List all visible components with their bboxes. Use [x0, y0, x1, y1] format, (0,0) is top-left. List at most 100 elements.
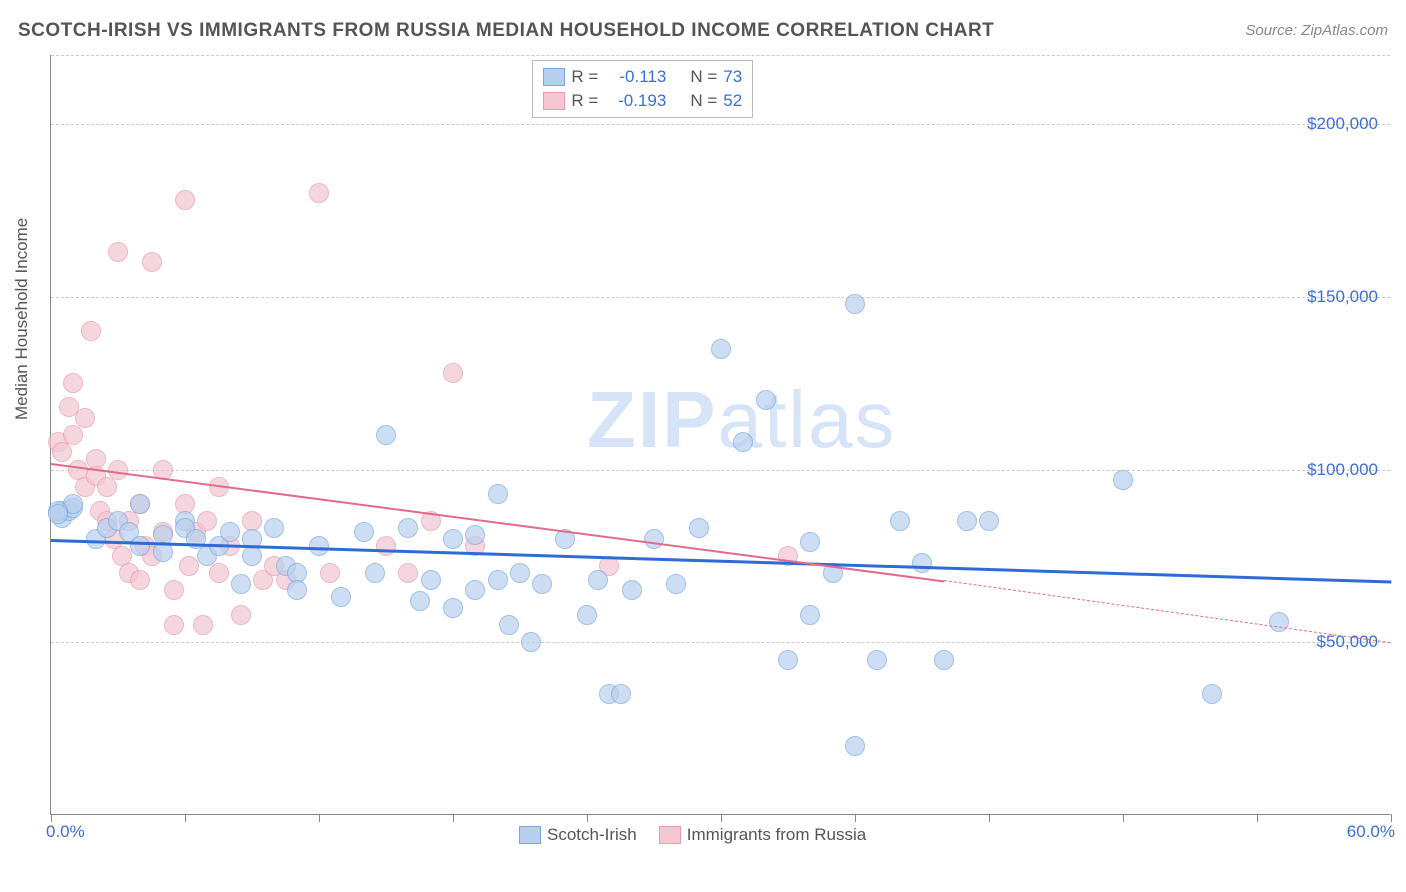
data-point	[979, 511, 999, 531]
y-axis-label: Median Household Income	[12, 218, 32, 420]
data-point	[443, 598, 463, 618]
x-tick-label-min: 0.0%	[46, 822, 85, 842]
series-name: Scotch-Irish	[547, 825, 637, 845]
chart-title: SCOTCH-IRISH VS IMMIGRANTS FROM RUSSIA M…	[18, 20, 994, 42]
data-point	[193, 615, 213, 635]
legend-swatch	[519, 826, 541, 844]
data-point	[179, 556, 199, 576]
legend-r-value: -0.113	[604, 67, 666, 87]
legend-swatch	[659, 826, 681, 844]
legend-n-value: 52	[723, 91, 742, 111]
data-point	[320, 563, 340, 583]
data-point	[778, 650, 798, 670]
data-point	[689, 518, 709, 538]
stats-legend: R = -0.113 N = 73R = -0.193 N = 52	[532, 60, 753, 118]
y-tick-label: $150,000	[1307, 287, 1378, 307]
data-point	[220, 522, 240, 542]
x-tick	[319, 814, 320, 822]
series-legend-item: Scotch-Irish	[519, 823, 637, 847]
data-point	[521, 632, 541, 652]
data-point	[354, 522, 374, 542]
data-point	[957, 511, 977, 531]
data-point	[130, 494, 150, 514]
data-point	[410, 591, 430, 611]
data-point	[845, 294, 865, 314]
grid-line	[51, 124, 1390, 125]
data-point	[164, 580, 184, 600]
data-point	[867, 650, 887, 670]
x-tick-label-max: 60.0%	[1347, 822, 1395, 842]
watermark-bold: ZIP	[587, 375, 717, 464]
legend-r-label: R =	[571, 67, 598, 87]
data-point	[52, 442, 72, 462]
data-point	[108, 460, 128, 480]
data-point	[532, 574, 552, 594]
data-point	[644, 529, 664, 549]
data-point	[488, 484, 508, 504]
chart-header: SCOTCH-IRISH VS IMMIGRANTS FROM RUSSIA M…	[18, 20, 1388, 42]
data-point	[443, 529, 463, 549]
legend-n-value: 73	[723, 67, 742, 87]
data-point	[488, 570, 508, 590]
data-point	[890, 511, 910, 531]
data-point	[130, 536, 150, 556]
data-point	[287, 580, 307, 600]
data-point	[577, 605, 597, 625]
data-point	[845, 736, 865, 756]
data-point	[622, 580, 642, 600]
grid-line	[51, 642, 1390, 643]
data-point	[800, 532, 820, 552]
data-point	[800, 605, 820, 625]
legend-r-label: R =	[571, 91, 598, 111]
data-point	[231, 605, 251, 625]
source-attribution: Source: ZipAtlas.com	[1245, 22, 1388, 40]
data-point	[1113, 470, 1133, 490]
data-point	[588, 570, 608, 590]
data-point	[309, 536, 329, 556]
data-point	[264, 518, 284, 538]
x-tick	[51, 814, 52, 822]
legend-n-label: N =	[690, 91, 717, 111]
legend-r-value: -0.193	[604, 91, 666, 111]
grid-line	[51, 470, 1390, 471]
x-tick	[1123, 814, 1124, 822]
data-point	[934, 650, 954, 670]
data-point	[398, 563, 418, 583]
y-tick-label: $100,000	[1307, 460, 1378, 480]
data-point	[197, 511, 217, 531]
x-tick	[453, 814, 454, 822]
x-tick	[587, 814, 588, 822]
data-point	[63, 425, 83, 445]
data-point	[81, 321, 101, 341]
watermark: ZIPatlas	[587, 374, 896, 466]
data-point	[242, 546, 262, 566]
data-point	[365, 563, 385, 583]
x-tick	[1257, 814, 1258, 822]
data-point	[142, 252, 162, 272]
data-point	[209, 563, 229, 583]
trend-line	[944, 580, 1391, 643]
data-point	[376, 425, 396, 445]
x-tick	[721, 814, 722, 822]
x-tick	[855, 814, 856, 822]
stats-legend-row: R =-0.113N =73	[543, 65, 742, 89]
data-point	[421, 570, 441, 590]
x-tick	[185, 814, 186, 822]
data-point	[309, 183, 329, 203]
series-legend: Scotch-Irish Immigrants from Russia	[519, 823, 866, 847]
data-point	[398, 518, 418, 538]
data-point	[331, 587, 351, 607]
data-point	[97, 477, 117, 497]
legend-swatch	[543, 92, 565, 110]
data-point	[63, 373, 83, 393]
data-point	[611, 684, 631, 704]
y-tick-label: $200,000	[1307, 114, 1378, 134]
series-name: Immigrants from Russia	[687, 825, 866, 845]
plot-area: ZIPatlas $50,000$100,000$150,000$200,000…	[50, 55, 1390, 815]
data-point	[1202, 684, 1222, 704]
stats-legend-row: R = -0.193 N = 52	[543, 89, 742, 113]
data-point	[499, 615, 519, 635]
data-point	[465, 580, 485, 600]
source-name: ZipAtlas.com	[1301, 22, 1388, 39]
data-point	[376, 536, 396, 556]
